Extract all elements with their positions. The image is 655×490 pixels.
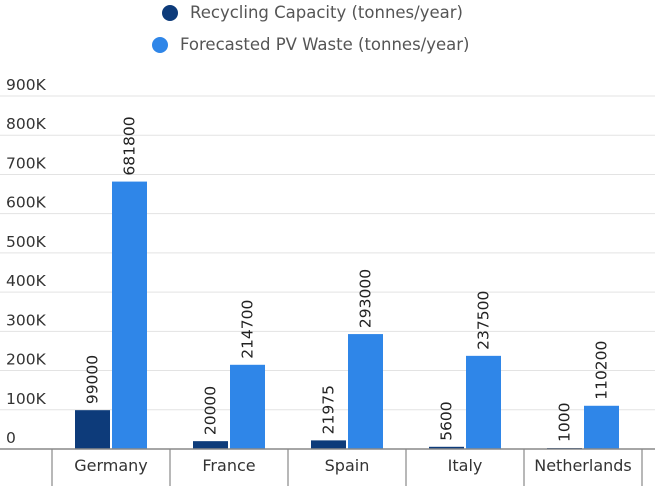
y-tick-label-0: 0 <box>6 429 16 447</box>
data-label-spain-recycling-capacity-tonnes-year: 21975 <box>320 385 338 434</box>
x-tick-label-france: France <box>202 456 255 475</box>
data-label-netherlands-recycling-capacity-tonnes-year: 1000 <box>556 403 574 442</box>
bar-france-recycling-capacity-tonnes-year <box>193 441 228 449</box>
x-tick-label-spain: Spain <box>325 456 370 475</box>
bar-italy-forecasted-pv-waste-tonnes-year <box>466 355 501 449</box>
y-tick-label-400k: 400K <box>6 272 47 290</box>
y-tick-label-200k: 200K <box>6 351 47 369</box>
y-tick-label-700k: 700K <box>6 154 47 172</box>
data-label-germany-recycling-capacity-tonnes-year: 99000 <box>84 355 102 404</box>
data-label-france-forecasted-pv-waste-tonnes-year: 214700 <box>239 300 257 359</box>
data-label-germany-forecasted-pv-waste-tonnes-year: 681800 <box>121 116 139 175</box>
bar-spain-forecasted-pv-waste-tonnes-year <box>348 334 383 449</box>
bar-netherlands-forecasted-pv-waste-tonnes-year <box>584 405 619 449</box>
y-tick-label-300k: 300K <box>6 311 47 329</box>
data-label-france-recycling-capacity-tonnes-year: 20000 <box>202 386 220 435</box>
legend-swatch-forecasted-pv-waste <box>152 36 168 53</box>
x-tick-label-germany: Germany <box>74 456 148 475</box>
bar-italy-recycling-capacity-tonnes-year <box>429 446 464 449</box>
bar-france-forecasted-pv-waste-tonnes-year <box>230 364 265 449</box>
x-tick-label-italy: Italy <box>448 456 483 475</box>
bar-germany-recycling-capacity-tonnes-year <box>75 410 110 449</box>
data-label-italy-recycling-capacity-tonnes-year: 5600 <box>438 401 456 440</box>
legend-item-forecasted-pv-waste[interactable]: Forecasted PV Waste (tonnes/year) <box>152 35 469 54</box>
chart-legend: Recycling Capacity (tonnes/year) Forecas… <box>0 0 655 62</box>
y-tick-label-900k: 900K <box>6 76 47 94</box>
y-tick-label-500k: 500K <box>6 233 47 251</box>
legend-label-forecasted-pv-waste: Forecasted PV Waste (tonnes/year) <box>180 35 470 54</box>
legend-swatch-recycling-capacity <box>162 4 178 21</box>
bar-spain-recycling-capacity-tonnes-year <box>311 440 346 449</box>
legend-item-recycling-capacity[interactable]: Recycling Capacity (tonnes/year) <box>162 3 463 22</box>
data-label-italy-forecasted-pv-waste-tonnes-year: 237500 <box>475 291 493 350</box>
data-label-netherlands-forecasted-pv-waste-tonnes-year: 110200 <box>593 341 611 400</box>
data-label-spain-forecasted-pv-waste-tonnes-year: 293000 <box>357 269 375 328</box>
x-tick-label-netherlands: Netherlands <box>534 456 632 475</box>
bar-germany-forecasted-pv-waste-tonnes-year <box>112 181 147 449</box>
legend-label-recycling-capacity: Recycling Capacity (tonnes/year) <box>190 3 463 22</box>
y-tick-label-600k: 600K <box>6 194 47 212</box>
y-tick-label-800k: 800K <box>6 115 47 133</box>
y-tick-label-100k: 100K <box>6 390 47 408</box>
